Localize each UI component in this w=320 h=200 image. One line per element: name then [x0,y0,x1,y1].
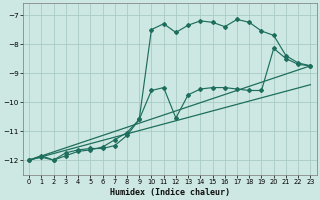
X-axis label: Humidex (Indice chaleur): Humidex (Indice chaleur) [110,188,230,197]
